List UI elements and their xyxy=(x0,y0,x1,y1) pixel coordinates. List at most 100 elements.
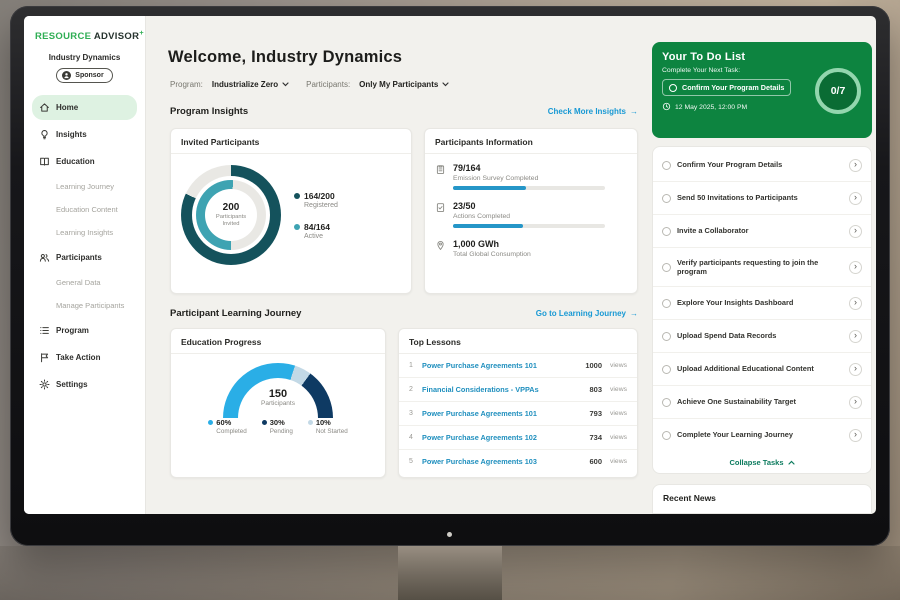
task-row[interactable]: Explore Your Insights Dashboard › xyxy=(653,287,871,321)
chevron-right-icon[interactable]: › xyxy=(849,395,862,409)
logo-advisor: ADVISOR xyxy=(93,31,140,43)
legend-item: 60% Completed xyxy=(208,418,247,435)
legend-item: 84/164 Active xyxy=(294,222,338,240)
legend-dot xyxy=(261,420,267,425)
checkbox-circle-icon[interactable] xyxy=(662,262,671,272)
todo-task-list: Confirm Your Program Details › Send 50 I… xyxy=(652,146,872,474)
task-label: Invite a Collaborator xyxy=(677,226,749,236)
chevron-down-icon xyxy=(282,82,289,87)
gauge-center-label: Participants xyxy=(261,400,295,407)
task-row[interactable]: Confirm Your Program Details › xyxy=(653,149,871,182)
lesson-link[interactable]: Power Purchase Agreements 101 xyxy=(422,361,537,370)
sidebar-item-learning-insights[interactable]: Learning Insights xyxy=(32,222,137,243)
sponsor-badge-label: Sponsor xyxy=(75,72,104,80)
top-lessons-card: Top Lessons 1 Power Purchase Agreements … xyxy=(398,328,638,478)
link-label: Go to Learning Journey xyxy=(535,309,626,318)
chevron-right-icon[interactable]: › xyxy=(849,260,862,274)
task-label: Send 50 Invitations to Participants xyxy=(677,193,798,203)
chevron-right-icon[interactable]: › xyxy=(849,296,862,310)
task-row[interactable]: Invite a Collaborator › xyxy=(653,215,871,248)
lesson-views-label: views xyxy=(610,410,627,417)
progress-bar xyxy=(453,224,605,228)
task-row[interactable]: Send 50 Invitations to Participants › xyxy=(653,182,871,215)
next-task-item[interactable]: Confirm Your Program Details xyxy=(662,79,792,96)
task-row[interactable]: Complete Your Learning Journey › xyxy=(653,419,871,451)
checkbox-circle-icon[interactable] xyxy=(662,160,671,170)
go-to-learning-journey-link[interactable]: Go to Learning Journey → xyxy=(536,309,638,318)
task-row[interactable]: Verify participants requesting to join t… xyxy=(653,248,871,288)
participants-dropdown[interactable]: Only My Participants xyxy=(359,80,449,89)
sidebar-item-program[interactable]: Program xyxy=(32,318,137,343)
lesson-link[interactable]: Power Purchase Agreements 101 xyxy=(422,409,537,418)
chevron-right-icon[interactable]: › xyxy=(849,191,862,205)
sidebar-item-insights[interactable]: Insights xyxy=(32,122,137,147)
task-label: Verify participants requesting to join t… xyxy=(677,257,819,277)
sidebar-nav: Home Insights Education Learning Journey… xyxy=(32,94,137,398)
sidebar-item-participants[interactable]: Participants xyxy=(32,245,137,270)
participants-filter-label: Participants: xyxy=(306,80,351,89)
program-insights-heading: Program Insights xyxy=(170,106,249,117)
logo-plus: + xyxy=(139,28,144,37)
sidebar-item-label: Settings xyxy=(56,380,88,390)
checkbox-circle-icon xyxy=(669,83,677,92)
sidebar-item-settings[interactable]: Settings xyxy=(32,372,137,397)
lesson-views: 1000 xyxy=(585,361,602,370)
donut-center-label: Participants Invited xyxy=(215,213,247,227)
lesson-views-label: views xyxy=(610,386,627,393)
legend-value: 164/200 xyxy=(304,190,335,201)
book-icon xyxy=(39,156,50,167)
checkbox-circle-icon[interactable] xyxy=(662,298,671,308)
dashboard-screen: RESOURCE ADVISOR+ Industry Dynamics Spon… xyxy=(24,16,876,514)
lesson-row: 2 Financial Considerations - VPPAs 803 v… xyxy=(399,378,637,402)
task-row[interactable]: Upload Additional Educational Content › xyxy=(653,353,871,387)
chevron-right-icon[interactable]: › xyxy=(849,224,862,238)
checkbox-circle-icon[interactable] xyxy=(662,397,671,407)
sidebar-item-manage-participants[interactable]: Manage Participants xyxy=(32,295,137,316)
lesson-rank: 3 xyxy=(409,410,413,417)
sidebar-item-general-data[interactable]: General Data xyxy=(32,272,137,293)
task-label: Upload Additional Educational Content xyxy=(677,364,814,374)
legend-value: 10% xyxy=(315,418,331,427)
sidebar-item-take-action[interactable]: Take Action xyxy=(32,345,137,370)
card-title: Participants Information xyxy=(425,129,637,154)
chevron-right-icon[interactable]: › xyxy=(849,362,862,376)
task-row[interactable]: Achieve One Sustainability Target › xyxy=(653,386,871,420)
sidebar-item-label: Education xyxy=(56,157,95,167)
learning-journey-heading: Participant Learning Journey xyxy=(170,308,302,319)
checkbox-circle-icon[interactable] xyxy=(662,331,671,341)
lesson-views: 803 xyxy=(589,385,602,394)
legend-item: 164/200 Registered xyxy=(294,191,338,209)
lesson-link[interactable]: Financial Considerations - VPPAs xyxy=(422,385,539,394)
task-row[interactable]: Upload Spend Data Records › xyxy=(653,320,871,354)
education-gauge-chart xyxy=(223,363,333,418)
lesson-link[interactable]: Power Purchase Agreements 103 xyxy=(422,457,537,466)
legend-value: 30% xyxy=(269,418,285,427)
checkbox-circle-icon[interactable] xyxy=(662,193,671,203)
lesson-link[interactable]: Power Purchase Agreements 102 xyxy=(422,433,537,442)
chevron-right-icon[interactable]: › xyxy=(849,428,862,442)
todo-hero-card: Your To Do List Complete Your Next Task:… xyxy=(652,42,872,138)
donut-center-value: 200 xyxy=(222,201,240,213)
people-icon xyxy=(39,252,50,263)
check-more-insights-link[interactable]: Check More Insights → xyxy=(548,107,638,116)
card-title: Invited Participants xyxy=(171,129,411,154)
stat-global-consumption: 1,000 GWh Total Global Consumption xyxy=(435,239,627,262)
lesson-views-label: views xyxy=(610,362,627,369)
sidebar-item-education-content[interactable]: Education Content xyxy=(32,199,137,220)
arrow-right-icon: → xyxy=(630,309,638,318)
collapse-tasks-link[interactable]: Collapse Tasks xyxy=(653,451,871,471)
todo-subtitle: Complete Your Next Task: xyxy=(662,67,741,74)
task-label: Upload Spend Data Records xyxy=(677,331,777,341)
sidebar-item-home[interactable]: Home xyxy=(32,95,137,121)
legend-dot xyxy=(307,420,313,425)
checkbox-circle-icon[interactable] xyxy=(662,226,671,236)
next-task-label: Confirm Your Program Details xyxy=(682,83,785,92)
program-dropdown[interactable]: Industrialize Zero xyxy=(212,80,289,89)
checkbox-circle-icon[interactable] xyxy=(662,364,671,374)
chevron-right-icon[interactable]: › xyxy=(849,158,862,172)
collapse-label: Collapse Tasks xyxy=(729,458,784,468)
sidebar-item-learning-journey[interactable]: Learning Journey xyxy=(32,176,137,197)
chevron-right-icon[interactable]: › xyxy=(849,329,862,343)
sidebar-item-education[interactable]: Education xyxy=(32,149,137,174)
checkbox-circle-icon[interactable] xyxy=(662,430,671,440)
